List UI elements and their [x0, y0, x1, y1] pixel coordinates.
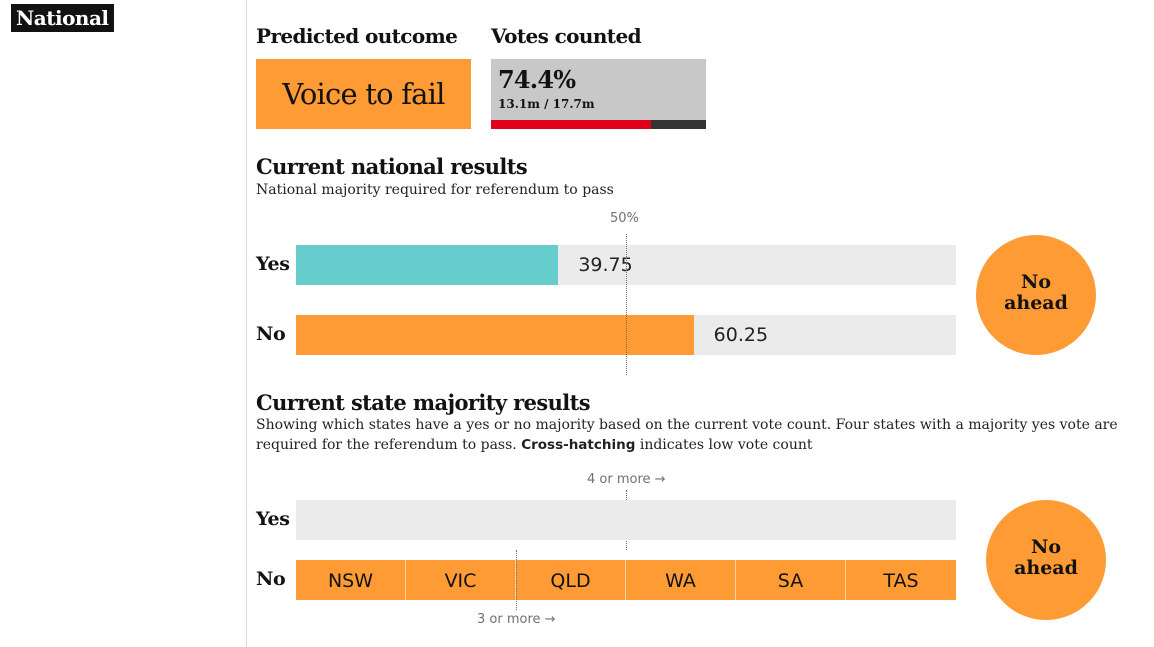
national-yes-value: 39.75: [578, 254, 633, 276]
state-results-description-bold: Cross-hatching: [521, 437, 636, 453]
national-no-bar: [296, 315, 694, 355]
national-leader-line2: ahead: [1004, 292, 1068, 314]
state-segment-wa: WA: [626, 560, 736, 600]
predicted-outcome-heading: Predicted outcome: [256, 24, 458, 48]
state-threshold-4-label: 4 or more →: [587, 472, 666, 487]
state-yes-label: Yes: [256, 508, 290, 530]
section-label: National: [11, 4, 114, 32]
state-threshold-3-label: 3 or more →: [477, 612, 556, 627]
state-leader-line2: ahead: [1014, 557, 1078, 579]
national-yes-label: Yes: [256, 253, 290, 275]
divider: [246, 0, 247, 647]
national-yes-bar: [296, 245, 559, 285]
votes-counted-percent: 74.4%: [498, 65, 576, 94]
national-leader-line1: No: [1020, 271, 1052, 293]
state-segment-nsw: NSW: [296, 560, 406, 600]
state-yes-track: [296, 500, 956, 540]
votes-counted-detail: 13.1m / 17.7m: [498, 97, 595, 111]
national-no-value: 60.25: [713, 324, 769, 346]
predicted-outcome-box: Voice to fail: [256, 59, 471, 129]
national-threshold-label: 50%: [610, 211, 639, 226]
votes-counted-heading: Votes counted: [491, 24, 642, 48]
state-segment-qld: QLD: [516, 560, 626, 600]
national-results-subtitle: National majority required for referendu…: [256, 182, 614, 198]
national-no-label: No: [256, 323, 286, 345]
state-leader-line1: No: [1030, 536, 1062, 558]
national-leader-badge: No ahead: [976, 235, 1096, 355]
votes-counted-progress-track: [491, 120, 706, 129]
state-leader-badge: No ahead: [986, 500, 1106, 620]
state-threshold-3-line: [516, 550, 517, 610]
national-results-title: Current national results: [256, 154, 528, 179]
state-no-label: No: [256, 568, 286, 590]
state-results-title: Current state majority results: [256, 390, 591, 415]
state-segment-sa: SA: [736, 560, 846, 600]
votes-counted-progress-fill: [491, 120, 651, 129]
state-results-description-main: Showing which states have a yes or no ma…: [256, 417, 1118, 453]
state-results-description-end: indicates low vote count: [639, 437, 813, 453]
national-threshold-line-overlay: [626, 234, 627, 375]
state-no-segments: NSW VIC QLD WA SA TAS: [296, 560, 956, 600]
votes-counted-box: 74.4% 13.1m / 17.7m: [491, 59, 706, 129]
state-results-description: Showing which states have a yes or no ma…: [256, 415, 1126, 455]
state-segment-tas: TAS: [846, 560, 956, 600]
state-segment-vic: VIC: [406, 560, 516, 600]
